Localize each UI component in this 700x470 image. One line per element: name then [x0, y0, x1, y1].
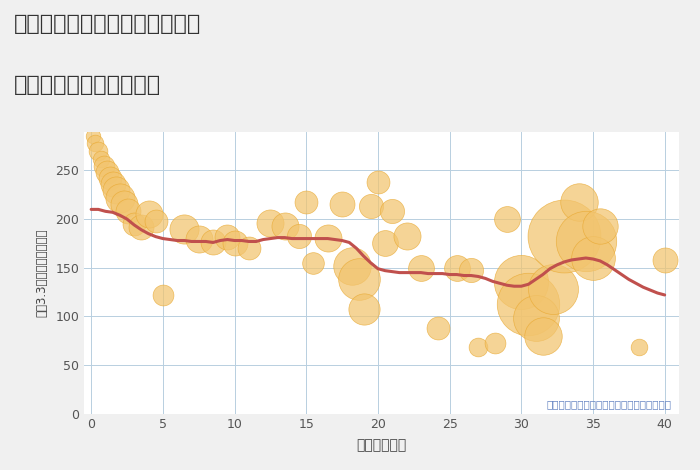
- Point: [580, 237, 592, 244]
- Point: [490, 339, 501, 346]
- Point: [547, 285, 559, 293]
- Point: [300, 198, 312, 205]
- Point: [386, 208, 398, 215]
- Point: [337, 200, 348, 207]
- Point: [346, 262, 358, 270]
- Point: [415, 264, 426, 272]
- Point: [594, 222, 606, 230]
- Point: [107, 180, 118, 188]
- Point: [293, 232, 304, 239]
- Point: [433, 324, 444, 332]
- Point: [452, 264, 463, 272]
- Point: [401, 232, 412, 239]
- Point: [229, 240, 240, 247]
- X-axis label: 築年数（年）: 築年数（年）: [356, 439, 407, 453]
- Point: [99, 162, 110, 169]
- Point: [372, 179, 384, 186]
- Point: [516, 279, 527, 286]
- Point: [143, 211, 154, 218]
- Point: [178, 225, 190, 233]
- Point: [90, 140, 101, 147]
- Text: 築年数別中古戸建て価格: 築年数別中古戸建て価格: [14, 75, 161, 95]
- Point: [265, 219, 276, 227]
- Point: [559, 232, 570, 239]
- Point: [102, 169, 113, 176]
- Point: [573, 198, 584, 205]
- Point: [96, 155, 107, 163]
- Point: [365, 203, 377, 210]
- Point: [114, 194, 125, 202]
- Point: [136, 223, 147, 231]
- Point: [110, 186, 121, 194]
- Point: [308, 259, 319, 266]
- Point: [358, 305, 369, 313]
- Point: [523, 300, 534, 307]
- Text: 神奈川県横浜市港北区篠原北の: 神奈川県横浜市港北区篠原北の: [14, 14, 202, 34]
- Point: [118, 200, 130, 207]
- Point: [87, 133, 98, 140]
- Point: [92, 147, 104, 155]
- Point: [659, 256, 671, 264]
- Point: [354, 275, 365, 283]
- Point: [537, 332, 548, 339]
- Point: [207, 239, 218, 246]
- Point: [322, 234, 333, 242]
- Point: [104, 174, 116, 182]
- Point: [634, 344, 645, 351]
- Point: [466, 266, 477, 274]
- Point: [279, 222, 290, 230]
- Point: [158, 291, 169, 299]
- Point: [379, 240, 391, 247]
- Point: [150, 217, 161, 225]
- Point: [501, 215, 512, 223]
- Point: [587, 254, 598, 262]
- Point: [129, 220, 140, 228]
- Point: [222, 233, 233, 240]
- Y-axis label: 坪（3.3㎡）単価（万円）: 坪（3.3㎡）単価（万円）: [35, 228, 48, 317]
- Point: [473, 344, 484, 351]
- Point: [244, 244, 255, 252]
- Text: 円の大きさは、取引のあった物件面積を示す: 円の大きさは、取引のあった物件面積を示す: [547, 399, 672, 409]
- Point: [530, 314, 541, 322]
- Point: [122, 208, 134, 215]
- Point: [193, 235, 204, 243]
